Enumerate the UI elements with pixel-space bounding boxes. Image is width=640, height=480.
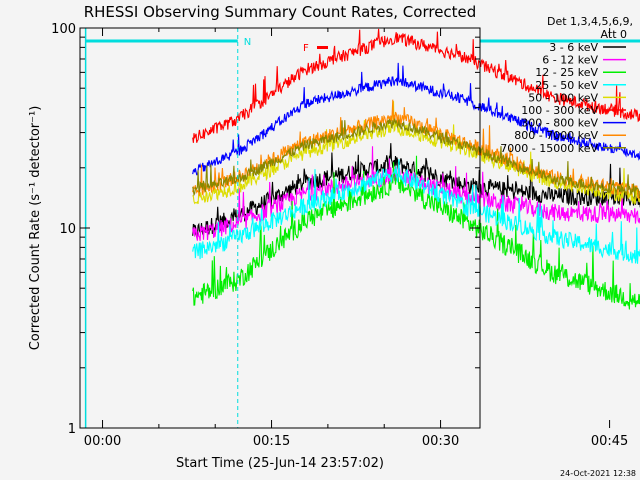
legend-entry: 100 - 300 keV [521, 104, 626, 117]
series-line [192, 28, 640, 143]
series-line [192, 143, 640, 238]
night-label: N [244, 37, 251, 48]
y-tick-label: 1 [68, 422, 76, 437]
flare-label: F [303, 43, 309, 54]
legend-entry-label: 300 - 800 keV [521, 117, 598, 130]
legend-header-detectors: Det 1,3,4,5,6,9, [547, 15, 633, 28]
y-axis: 1 10 100 [51, 22, 480, 437]
x-axis-label: Start Time (25-Jun-14 23:57:02) [176, 456, 384, 471]
series-line [192, 146, 640, 241]
footer-timestamp: 24-Oct-2021 12:38 [560, 469, 636, 478]
legend-entry: 25 - 50 keV [535, 79, 626, 92]
y-axis-label: Corrected Count Rate (s⁻¹ detector⁻¹) [28, 106, 43, 351]
x-tick-label: 00:15 [253, 434, 290, 449]
flare-marker: F [303, 43, 328, 54]
y-tick-label: 10 [59, 222, 76, 237]
legend-entry-label: 3 - 6 keV [549, 41, 598, 54]
legend-entry-label: 7000 - 15000 keV [500, 142, 598, 155]
legend-entry: 7000 - 15000 keV [500, 142, 626, 155]
legend-entry: 12 - 25 keV [535, 66, 626, 79]
legend-entry-label: 100 - 300 keV [521, 104, 598, 117]
legend-header-attenuator: Att 0 [601, 28, 627, 41]
legend-entry-label: 12 - 25 keV [535, 66, 598, 79]
x-tick-label: 00:45 [591, 434, 628, 449]
legend-entry: 3 - 6 keV [549, 41, 626, 54]
series-line [192, 62, 640, 176]
x-tick-label: 00:00 [84, 434, 121, 449]
series-line [192, 101, 640, 205]
series-line [192, 118, 640, 198]
series-line [192, 159, 640, 264]
legend-entry: 50 - 100 keV [528, 91, 626, 104]
x-tick-label: 00:30 [422, 434, 459, 449]
legend-entry-label: 6 - 12 keV [542, 54, 598, 67]
series-line [192, 155, 640, 310]
series-layer [192, 28, 640, 310]
legend-entry: 800 - 7000 keV [514, 129, 626, 142]
series-line [192, 99, 640, 200]
legend-entry: 300 - 800 keV [521, 117, 626, 130]
legend-entry-label: 800 - 7000 keV [514, 129, 598, 142]
legend-entry-label: 50 - 100 keV [528, 91, 598, 104]
flare-bar [317, 46, 328, 49]
legend-entry: 6 - 12 keV [542, 54, 626, 67]
legend-entry-label: 25 - 50 keV [535, 79, 598, 92]
y-tick-label: 100 [51, 22, 76, 37]
chart-title: RHESSI Observing Summary Count Rates, Co… [84, 3, 477, 21]
